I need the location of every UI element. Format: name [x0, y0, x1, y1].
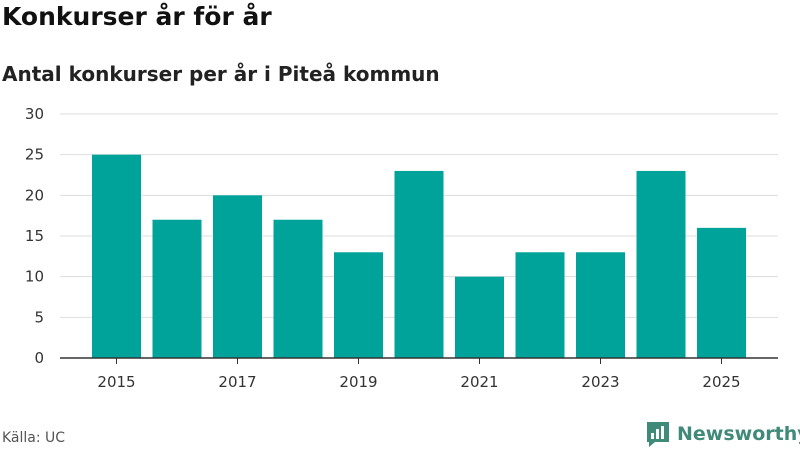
- x-tick-label: 2025: [702, 373, 740, 391]
- bar-2020: [394, 170, 444, 358]
- bar-2019: [334, 252, 383, 358]
- y-tick-label: 30: [25, 105, 44, 123]
- y-tick-label: 0: [34, 349, 44, 367]
- x-tick-label: 2015: [97, 373, 135, 391]
- x-tick-label: 2021: [460, 373, 498, 391]
- bars: [92, 154, 746, 358]
- bar-2023: [576, 252, 625, 358]
- source-note: Källa: UC: [2, 430, 66, 446]
- newsworthy-logo-text: Newsworthy: [677, 423, 800, 445]
- newsworthy-logo: Newsworthy: [645, 420, 800, 448]
- x-tick-label: 2017: [218, 373, 256, 391]
- x-tick-label: 2023: [581, 373, 619, 391]
- bar-2016: [152, 219, 202, 358]
- newsworthy-logo-icon: [647, 422, 669, 447]
- x-axis-ticks: 2015 2017 2019 2021 2023 2025: [97, 358, 741, 391]
- bar-2015: [92, 154, 141, 358]
- bar-2024: [636, 170, 686, 358]
- bar-2021: [455, 276, 504, 358]
- y-tick-label: 25: [25, 146, 44, 164]
- bar-2017: [213, 195, 262, 358]
- y-axis-ticks: 0 5 10 15 20 25 30: [25, 105, 44, 367]
- chart-subtitle: Antal konkurser per år i Piteå kommun: [2, 62, 440, 86]
- bar-2022: [515, 252, 565, 358]
- y-tick-label: 5: [34, 308, 44, 326]
- x-tick-label: 2019: [339, 373, 377, 391]
- y-tick-label: 20: [25, 186, 44, 204]
- bar-2018: [273, 219, 323, 358]
- y-tick-label: 10: [25, 268, 44, 286]
- bar-2025: [697, 227, 746, 358]
- y-tick-label: 15: [25, 227, 44, 245]
- chart-title: Konkurser år för år: [2, 2, 272, 31]
